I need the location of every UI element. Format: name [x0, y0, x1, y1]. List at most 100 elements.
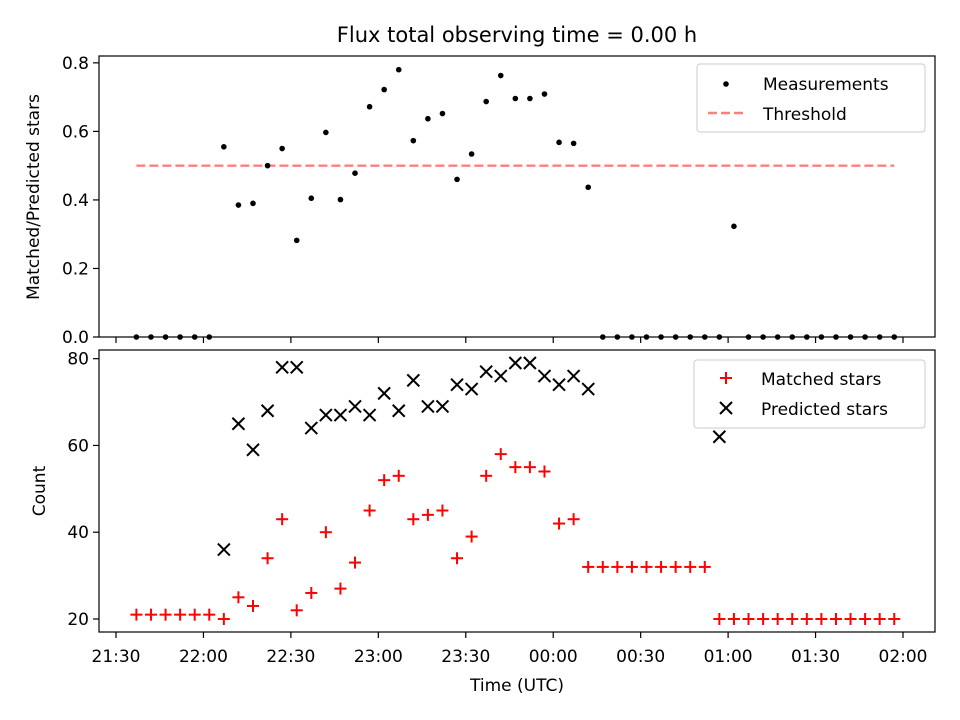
top-panel: 0.00.20.40.60.8 Matched/Predicted stars … — [24, 54, 936, 348]
x-tick-label: 21:30 — [92, 647, 141, 667]
measurement-point — [366, 103, 373, 110]
matched-star-point — [567, 513, 580, 526]
matched-star-point — [815, 612, 828, 625]
measurement-point — [395, 66, 402, 73]
measurement-point — [439, 110, 446, 117]
x-tick-label: 23:00 — [354, 647, 403, 667]
predicted-star-point — [552, 378, 566, 392]
matched-star-point — [829, 612, 842, 625]
matched-star-point — [873, 612, 886, 625]
matched-star-point — [232, 591, 245, 604]
measurement-point — [264, 162, 271, 169]
matched-star-point — [684, 560, 697, 573]
legend-predicted-marker — [719, 401, 733, 415]
measurement-point — [381, 86, 387, 93]
x-tick-label: 00:30 — [616, 647, 665, 667]
matched-star-point — [888, 612, 901, 625]
chart-title: Flux total observing time = 0.00 h — [337, 23, 697, 47]
measurement-point — [527, 95, 533, 102]
top-y-tick-label: 0.8 — [62, 54, 89, 74]
matched-star-point — [596, 560, 609, 573]
matched-star-point — [655, 560, 668, 573]
measurement-point — [512, 95, 519, 102]
predicted-star-point — [494, 369, 508, 383]
predicted-star-point — [581, 382, 595, 396]
matched-star-point — [276, 513, 289, 526]
legend-measurements-label: Measurements — [763, 75, 889, 95]
matched-star-point — [334, 582, 347, 595]
matched-star-point — [290, 604, 303, 617]
predicted-star-point — [406, 373, 421, 388]
matched-star-point — [363, 504, 376, 517]
x-axis-label: Time (UTC) — [469, 676, 564, 696]
matched-star-point — [669, 560, 682, 573]
matched-star-point — [713, 612, 726, 625]
predicted-star-point — [275, 360, 289, 375]
matched-star-point — [188, 608, 201, 621]
matched-star-point — [407, 513, 420, 526]
matched-star-point — [246, 599, 259, 612]
matched-star-point — [305, 586, 318, 599]
measurement-point — [337, 196, 344, 203]
measurement-point — [454, 176, 460, 183]
bottom-panel: 20 40 60 80 21:30 22:00 22:30 23:00 23:30 00:00 0… — [30, 349, 936, 696]
predicted-star-point — [231, 417, 246, 431]
measurement-point — [541, 91, 548, 97]
predicted-star-point — [479, 364, 493, 379]
matched-star-point — [742, 612, 755, 625]
top-y-tick-label: 0.6 — [62, 122, 89, 142]
predicted-star-point — [217, 542, 231, 557]
matched-star-point — [261, 552, 274, 565]
matched-star-point — [523, 461, 536, 474]
matched-star-point — [786, 612, 799, 625]
top-y-tick-label: 0.2 — [62, 259, 89, 279]
matched-star-point — [509, 461, 522, 474]
matched-star-point — [625, 560, 638, 573]
predicted-star-point — [246, 443, 260, 457]
predicted-star-point — [435, 399, 450, 414]
predicted-star-point — [392, 404, 406, 418]
bottom-y-tick-label: 60 — [67, 436, 89, 456]
x-tick-label: 22:30 — [266, 647, 315, 667]
x-tick-label: 01:00 — [704, 647, 753, 667]
matched-star-point — [611, 560, 624, 573]
matched-star-point — [771, 612, 784, 625]
bottom-legend: Matched stars Predicted stars — [693, 359, 926, 429]
predicted-star-point — [362, 408, 377, 422]
predicted-star-point — [348, 399, 362, 414]
predicted-star-point — [450, 378, 464, 392]
measurement-point — [235, 202, 242, 208]
matched-star-point — [159, 608, 172, 621]
measurement-point — [293, 237, 300, 244]
matched-star-point — [538, 465, 551, 478]
measurement-point — [352, 170, 358, 176]
measurement-point — [308, 195, 315, 202]
measurement-point — [731, 223, 737, 230]
matched-star-point — [174, 608, 187, 621]
predicted-star-point — [377, 386, 391, 401]
matched-star-point — [392, 469, 405, 482]
top-axes-frame — [98, 55, 936, 338]
bottom-legend-box — [693, 359, 926, 429]
measurement-point — [468, 151, 475, 157]
legend-measurements-marker — [723, 81, 729, 87]
top-y-tick-label: 0.4 — [62, 191, 89, 211]
matched-star-point — [144, 608, 157, 621]
predicted-star-point — [712, 430, 727, 444]
matched-star-point — [465, 530, 478, 543]
measurement-point — [497, 72, 504, 79]
top-y-axis-label: Matched/Predicted stars — [24, 94, 44, 300]
top-y-tick-label: 0.0 — [62, 328, 89, 348]
matched-star-point — [494, 448, 507, 461]
matched-star-point — [378, 474, 391, 487]
predicted-star-point — [508, 356, 523, 370]
predicted-star-point — [566, 369, 581, 383]
x-tick-label: 02:00 — [879, 647, 928, 667]
predicted-star-point — [523, 356, 537, 370]
measurement-point — [425, 115, 431, 122]
measurement-point — [410, 137, 417, 144]
matched-star-point — [480, 469, 493, 482]
legend-matched-marker — [720, 372, 732, 384]
matched-star-point — [698, 560, 711, 573]
